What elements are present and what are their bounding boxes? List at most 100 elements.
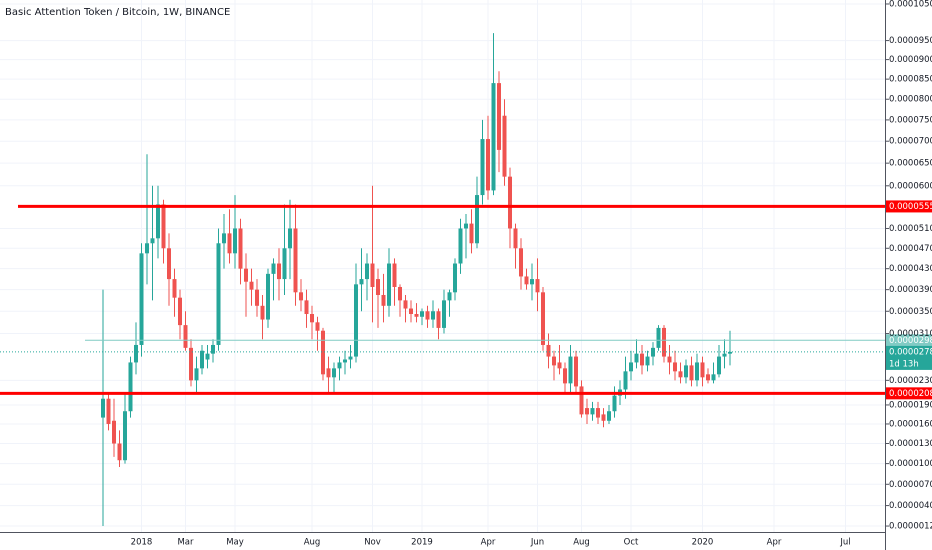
bar-countdown: 1d 13h	[889, 359, 919, 369]
candle-body	[370, 263, 375, 287]
candle-body	[585, 408, 589, 415]
y-tick-label: 0.00003900	[889, 285, 932, 295]
level-label: 0.00005558	[889, 202, 932, 212]
x-tick-label: Aug	[573, 538, 590, 548]
candle-body	[359, 279, 364, 285]
candle-body	[557, 362, 562, 369]
candle-body	[640, 353, 644, 366]
y-tick-label: 0.00004300	[889, 264, 932, 274]
candle-body	[728, 351, 732, 354]
y-tick-label: 0.00008500	[889, 75, 932, 85]
candle-body	[354, 284, 358, 357]
candle-body	[233, 228, 237, 254]
candle-body	[299, 292, 303, 301]
candle-body	[205, 353, 210, 360]
candle-body	[277, 263, 281, 280]
candle-body	[552, 356, 556, 366]
x-tick-label: Nov	[364, 538, 381, 548]
y-tick-label: 0.00004700	[889, 244, 932, 254]
candle-body	[112, 420, 116, 444]
price-label: 0.00002982	[889, 336, 932, 346]
candle-body	[568, 356, 573, 384]
candle-body	[678, 371, 683, 378]
candle-body	[469, 223, 474, 244]
x-tick-label: 2018	[131, 538, 153, 548]
candle-body	[337, 362, 342, 369]
candle-body	[288, 228, 292, 249]
candle-body	[128, 362, 133, 412]
candle-body	[315, 322, 320, 331]
candle-body	[365, 263, 369, 280]
candle-body	[524, 276, 529, 285]
candle-body	[189, 347, 193, 381]
candle-body	[502, 115, 507, 177]
candle-body	[414, 314, 419, 317]
candle-body	[508, 176, 512, 229]
candle-body	[453, 263, 457, 293]
candle-body	[222, 233, 226, 244]
candle-body	[706, 374, 710, 381]
x-tick-label: Mar	[177, 538, 194, 548]
candle-body	[541, 292, 545, 345]
candle-body	[332, 368, 336, 378]
candle-body	[150, 238, 155, 244]
candle-body	[574, 356, 578, 387]
candle-body	[662, 327, 666, 357]
price-label-box	[886, 334, 932, 347]
candle-body	[398, 286, 402, 301]
candle-body	[101, 398, 105, 418]
candle-body	[304, 300, 309, 315]
y-tick-label: 0.00001600	[889, 419, 932, 429]
candle-body	[634, 353, 639, 363]
chart-title: Basic Attention Token / Bitcoin, 1W, BIN…	[5, 7, 230, 18]
candle-body	[656, 327, 661, 348]
candle-body	[717, 356, 721, 375]
y-tick-label: 0.00002300	[889, 376, 932, 386]
candle-body	[590, 408, 595, 415]
candle-body	[216, 243, 221, 345]
candle-body	[436, 311, 441, 328]
y-tick-label: 0.00006500	[889, 159, 932, 169]
x-tick-label: 2019	[411, 538, 433, 548]
candle-body	[601, 414, 606, 421]
y-tick-label: 0.00001000	[889, 459, 932, 469]
candle-body	[623, 371, 628, 390]
candle-body	[381, 294, 386, 306]
candle-body	[442, 300, 446, 328]
candle-body	[194, 368, 199, 381]
y-tick-label: 0.00007500	[889, 115, 932, 125]
candles	[101, 33, 732, 527]
candle-body	[343, 359, 347, 363]
candle-body	[673, 362, 677, 372]
candle-body	[464, 223, 468, 229]
level-label: 0.00002087	[889, 389, 932, 399]
candle-body	[255, 289, 259, 306]
candle-body	[183, 325, 188, 348]
x-tick-label: Apr	[481, 538, 496, 548]
candle-body	[409, 308, 413, 315]
candle-body	[431, 311, 435, 320]
candle-body	[271, 263, 276, 274]
candle-body	[167, 248, 171, 280]
candle-body	[117, 443, 122, 461]
candle-body	[260, 305, 265, 320]
x-tick-label: Apr	[767, 538, 782, 548]
candle-body	[145, 243, 149, 254]
level-label-box	[886, 200, 932, 213]
candle-body	[667, 356, 672, 363]
candle-body	[238, 228, 243, 269]
candle-body	[684, 365, 688, 378]
candle-body	[403, 300, 408, 309]
x-tick-label: 2020	[692, 538, 714, 548]
candle-body	[596, 408, 600, 418]
candle-body	[480, 139, 485, 196]
candle-body	[178, 297, 182, 326]
candle-body	[519, 248, 523, 277]
candle-body	[689, 365, 694, 381]
candle-body	[161, 204, 166, 249]
y-tick-label: 0.00003500	[889, 307, 932, 317]
candle-body	[612, 395, 617, 412]
candle-body	[458, 228, 463, 264]
